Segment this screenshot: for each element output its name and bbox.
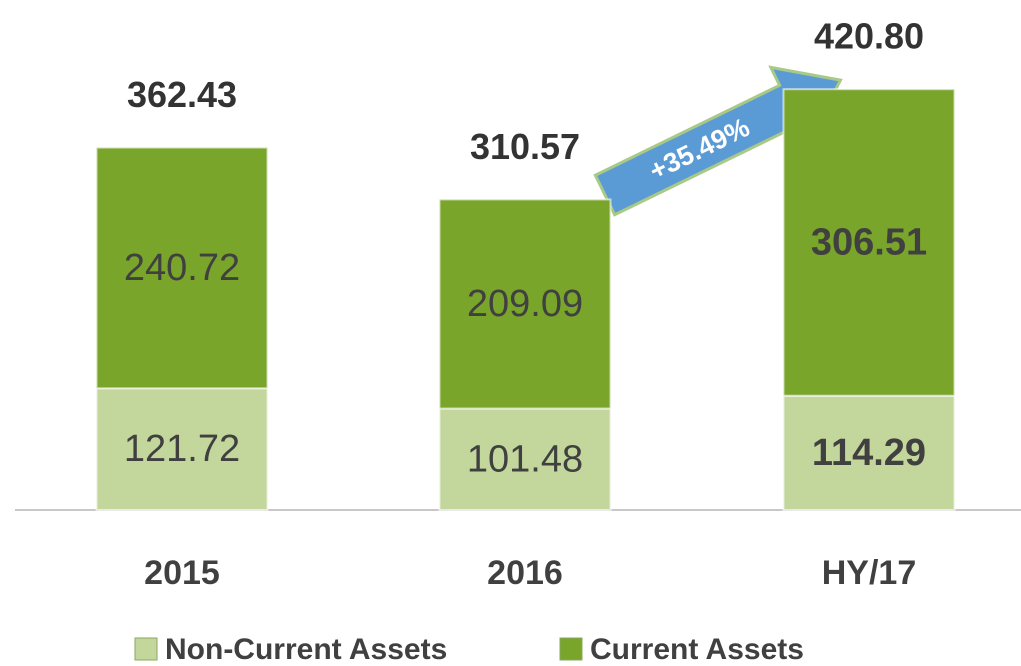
bar-segment bbox=[95, 146, 269, 390]
segment-label: 240.72 bbox=[124, 247, 240, 289]
segment-label: 101.48 bbox=[467, 438, 583, 480]
legend-label: Current Assets bbox=[590, 633, 804, 666]
segment-label: 306.51 bbox=[811, 221, 927, 263]
x-tick-label: 2015 bbox=[144, 554, 220, 592]
legend-swatch bbox=[559, 637, 583, 661]
bar-segment bbox=[782, 394, 956, 511]
segment-label: 114.29 bbox=[812, 432, 926, 474]
bar-segment bbox=[438, 198, 612, 410]
segment-label: 209.09 bbox=[467, 283, 583, 325]
x-tick-label: 2016 bbox=[487, 554, 563, 592]
total-label: 420.80 bbox=[814, 16, 924, 57]
total-label: 310.57 bbox=[470, 126, 580, 167]
bar-segment bbox=[438, 407, 612, 511]
bar-segment bbox=[95, 387, 269, 511]
legend-swatch bbox=[134, 637, 158, 661]
legend-label: Non-Current Assets bbox=[165, 633, 447, 666]
total-label: 362.43 bbox=[127, 74, 237, 115]
segment-label: 121.72 bbox=[124, 428, 240, 470]
x-tick-label: HY/17 bbox=[822, 554, 917, 592]
bar-segment bbox=[782, 88, 956, 397]
